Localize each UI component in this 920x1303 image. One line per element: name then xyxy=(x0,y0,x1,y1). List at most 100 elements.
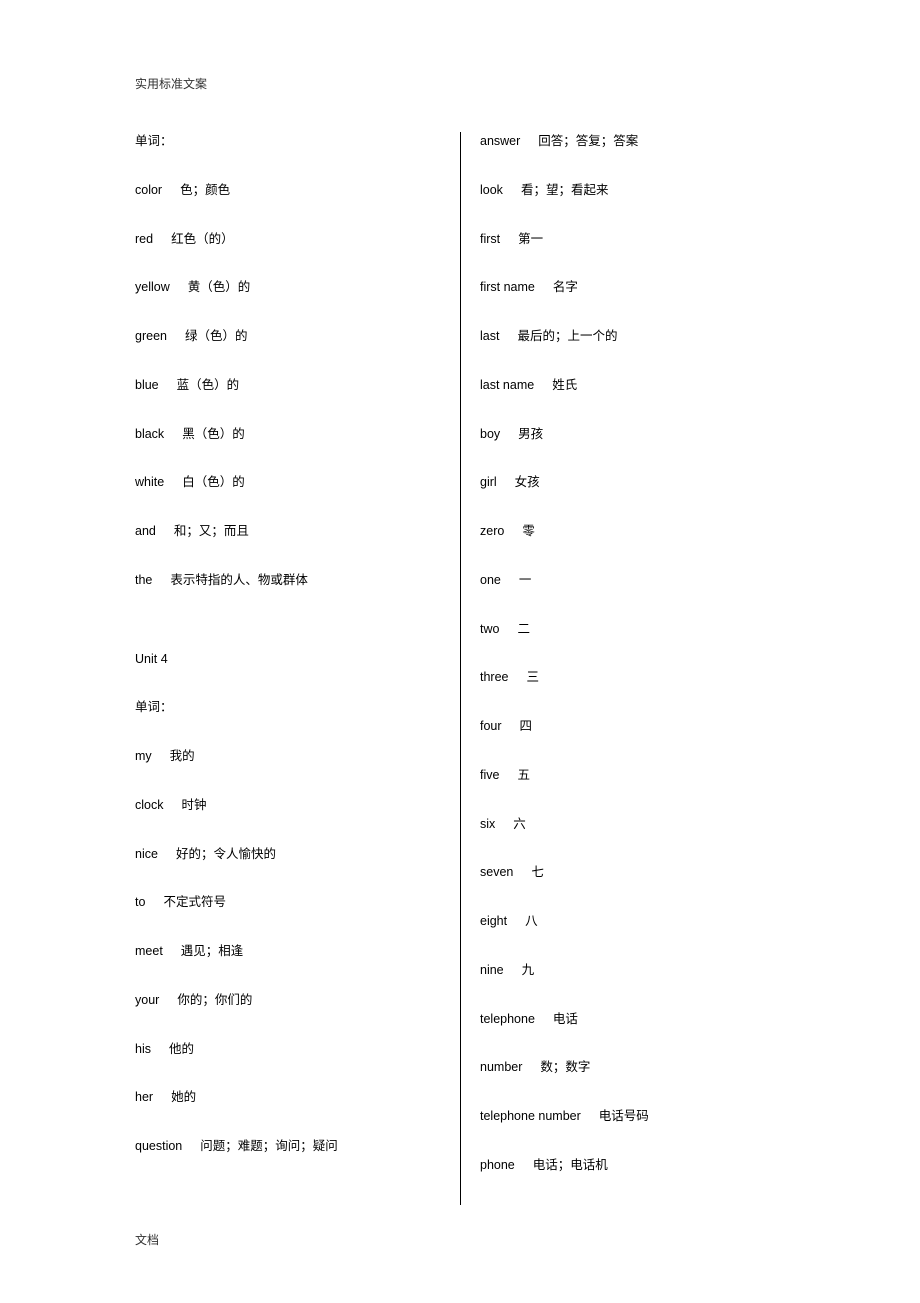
vocab-definition: 好的；令人愉快的 xyxy=(176,847,276,861)
vocab-word: last name xyxy=(480,378,534,392)
vocab-word: six xyxy=(480,817,495,831)
vocab-definition: 三 xyxy=(527,670,540,684)
vocab-word: zero xyxy=(480,524,504,538)
vocab-word: to xyxy=(135,895,145,909)
vocab-entry: meet遇见；相逢 xyxy=(135,942,440,961)
vocab-word: eight xyxy=(480,914,507,928)
vocab-definition: 姓氏 xyxy=(552,378,577,392)
page-header: 实用标准文案 xyxy=(135,75,785,92)
vocab-entry: 单词： xyxy=(135,132,440,151)
vocab-entry: two二 xyxy=(480,620,785,639)
vocab-entry: your 你的；你们的 xyxy=(135,991,440,1010)
vocab-definition: 第一 xyxy=(518,232,543,246)
section-gap xyxy=(135,620,440,650)
column-divider xyxy=(460,132,461,1205)
vocab-definition: 你的；你们的 xyxy=(177,993,252,1007)
vocab-entry: look 看；望；看起来 xyxy=(480,181,785,200)
vocab-definition: 看；望；看起来 xyxy=(521,183,609,197)
vocab-definition: 绿（色）的 xyxy=(185,329,248,343)
vocab-entry: last name 姓氏 xyxy=(480,376,785,395)
vocab-definition: 电话号码 xyxy=(599,1109,649,1123)
vocab-entry: and 和；又；而且 xyxy=(135,522,440,541)
vocab-entry: number数；数字 xyxy=(480,1058,785,1077)
vocab-entry: nice 好的；令人愉快的 xyxy=(135,845,440,864)
vocab-definition: 问题；难题；询问；疑问 xyxy=(200,1139,338,1153)
vocab-entry: her她的 xyxy=(135,1088,440,1107)
vocab-definition: 不定式符号 xyxy=(163,895,226,909)
vocab-word: white xyxy=(135,475,164,489)
vocab-word: green xyxy=(135,329,167,343)
vocab-definition: 七 xyxy=(531,865,544,879)
vocab-word: seven xyxy=(480,865,513,879)
vocab-word: one xyxy=(480,573,501,587)
vocab-word: nice xyxy=(135,847,158,861)
vocab-word: the xyxy=(135,573,152,587)
vocab-definition: 蓝（色）的 xyxy=(177,378,240,392)
page-footer: 文档 xyxy=(135,1231,159,1248)
vocab-entry: his他的 xyxy=(135,1040,440,1059)
vocab-definition: 他的 xyxy=(169,1042,194,1056)
vocab-entry: three 三 xyxy=(480,668,785,687)
content-area: 单词： color 色；颜色 red 红色（的） yellow 黄（色）的 green 绿（色）… xyxy=(135,132,785,1205)
vocab-word: first name xyxy=(480,280,535,294)
vocab-definition: 零 xyxy=(522,524,535,538)
vocab-word: color xyxy=(135,183,162,197)
vocab-word: 单词： xyxy=(135,700,173,714)
vocab-definition: 我的 xyxy=(170,749,195,763)
vocab-entry: seven 七 xyxy=(480,863,785,882)
vocab-word: meet xyxy=(135,944,163,958)
vocab-word: Unit 4 xyxy=(135,652,168,666)
vocab-definition: 最后的；上一个的 xyxy=(517,329,617,343)
vocab-word: girl xyxy=(480,475,497,489)
vocab-entry: blue 蓝（色）的 xyxy=(135,376,440,395)
vocab-word: her xyxy=(135,1090,153,1104)
vocab-entry: black 黑（色）的 xyxy=(135,425,440,444)
vocab-definition: 数；数字 xyxy=(540,1060,590,1074)
vocab-definition: 六 xyxy=(513,817,526,831)
vocab-word: two xyxy=(480,622,499,636)
vocab-definition: 红色（的） xyxy=(171,232,234,246)
vocab-entry: yellow 黄（色）的 xyxy=(135,278,440,297)
vocab-entry: answer回答；答复；答案 xyxy=(480,132,785,151)
vocab-definition: 黄（色）的 xyxy=(188,280,251,294)
vocab-word: first xyxy=(480,232,500,246)
vocab-entry: boy男孩 xyxy=(480,425,785,444)
vocab-word: four xyxy=(480,719,502,733)
vocab-word: answer xyxy=(480,134,520,148)
vocab-word: your xyxy=(135,993,159,1007)
vocab-word: yellow xyxy=(135,280,170,294)
vocab-word: telephone number xyxy=(480,1109,581,1123)
vocab-word: phone xyxy=(480,1158,515,1172)
vocab-entry: girl女孩 xyxy=(480,473,785,492)
vocab-definition: 一 xyxy=(519,573,532,587)
vocab-entry: eight八 xyxy=(480,912,785,931)
vocab-definition: 时钟 xyxy=(181,798,206,812)
vocab-word: and xyxy=(135,524,156,538)
vocab-definition: 黑（色）的 xyxy=(182,427,245,441)
vocab-entry: nine 九 xyxy=(480,961,785,980)
vocab-entry: color 色；颜色 xyxy=(135,181,440,200)
vocab-entry: 单词： xyxy=(135,698,440,717)
vocab-definition: 和；又；而且 xyxy=(174,524,249,538)
vocab-definition: 五 xyxy=(517,768,530,782)
vocab-word: three xyxy=(480,670,509,684)
vocab-word: question xyxy=(135,1139,182,1153)
vocab-entry: red 红色（的） xyxy=(135,230,440,249)
vocab-word: look xyxy=(480,183,503,197)
vocab-entry: the表示特指的人、物或群体 xyxy=(135,571,440,590)
vocab-definition: 名字 xyxy=(553,280,578,294)
vocab-word: boy xyxy=(480,427,500,441)
vocab-entry: zero 零 xyxy=(480,522,785,541)
vocab-definition: 九 xyxy=(522,963,535,977)
vocab-word: blue xyxy=(135,378,159,392)
vocab-definition: 色；颜色 xyxy=(180,183,230,197)
vocab-entry: first 第一 xyxy=(480,230,785,249)
vocab-word: red xyxy=(135,232,153,246)
right-column: answer回答；答复；答案 look 看；望；看起来 first 第一 first na… xyxy=(460,132,785,1205)
vocab-word: nine xyxy=(480,963,504,977)
vocab-word: black xyxy=(135,427,164,441)
vocab-definition: 电话；电话机 xyxy=(533,1158,608,1172)
vocab-entry: four 四 xyxy=(480,717,785,736)
vocab-entry: six 六 xyxy=(480,815,785,834)
vocab-definition: 四 xyxy=(520,719,533,733)
